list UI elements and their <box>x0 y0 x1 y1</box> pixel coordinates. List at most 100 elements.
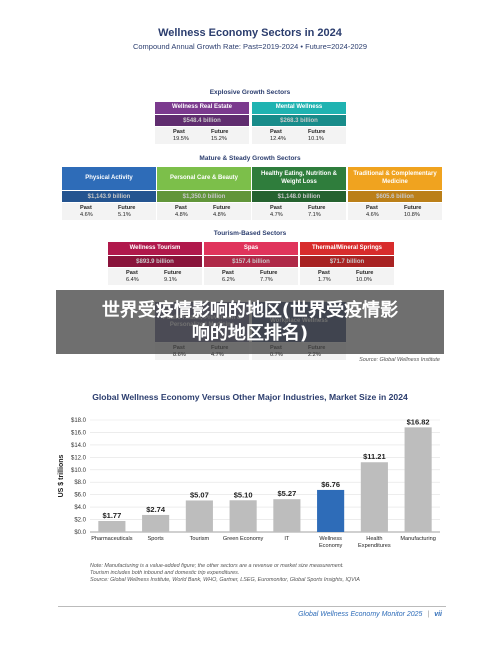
bar <box>98 520 126 532</box>
past: Past 4.6% <box>366 205 396 219</box>
notes: Note: Manufacturing is a value-added fig… <box>90 563 470 584</box>
past-value: 4.7% <box>270 211 283 218</box>
sector-size: $893.9 billion <box>108 256 202 267</box>
past-value: 19.5% <box>173 135 189 142</box>
past: Past 19.5% <box>173 129 203 143</box>
past-value: 8.6% <box>173 351 186 358</box>
sector-name: Personal Care & Beauty <box>157 167 251 190</box>
sector-size: $268.3 billion <box>252 115 346 126</box>
past-label: Past <box>222 270 234 276</box>
subtitle: Compound Annual Growth Rate: Past=2019-2… <box>132 42 368 51</box>
future-label: Future <box>356 270 374 276</box>
y-tick-label: $10.0 <box>71 468 87 474</box>
future-value: 4.7% <box>211 351 224 358</box>
sector-name: Thermal/Mineral Springs <box>300 242 394 255</box>
bar <box>273 499 301 532</box>
past-label: Past <box>318 270 330 276</box>
sector-size: $1,350.0 billion <box>157 191 251 202</box>
future-label: Future <box>308 129 326 135</box>
bar <box>142 514 170 532</box>
future: Future 9.1% <box>164 270 194 284</box>
past-value: 0.7% <box>270 351 283 358</box>
future: Future 5.1% <box>118 205 148 219</box>
y-tick-label: $8.0 <box>74 480 86 486</box>
future-value: 9.1% <box>164 276 177 283</box>
x-tick-label: Sports <box>147 536 164 542</box>
footer: Global Wellness Economy Monitor 2025 | v… <box>298 611 442 618</box>
value-label: $11.21 <box>363 452 386 461</box>
future-value: 2.2% <box>308 351 321 358</box>
past-value: 6.4% <box>126 276 139 283</box>
future-value: 7.7% <box>260 276 273 283</box>
future-value: 5.1% <box>118 211 131 218</box>
future-value: 7.1% <box>308 211 321 218</box>
bar <box>229 500 257 532</box>
sector-name: Wellness Tourism <box>108 242 202 255</box>
future: Future 10.1% <box>308 129 338 143</box>
value-label: $16.82 <box>407 417 430 426</box>
past-value: 4.6% <box>366 211 379 218</box>
future-label: Future <box>260 270 278 276</box>
title: Wellness Economy Sectors in 2024 <box>158 27 342 39</box>
y-tick-label: $14.0 <box>71 443 87 449</box>
past-label: Past <box>270 129 282 135</box>
sector-growth: Past 4.6% Future 5.1% <box>62 203 156 220</box>
sector-growth: Past 4.6% Future 10.8% <box>348 203 442 220</box>
y-tick-label: $6.0 <box>74 493 86 499</box>
value-label: $6.76 <box>321 480 340 489</box>
y-tick-label: $12.0 <box>71 455 87 461</box>
past: Past 12.4% <box>270 129 300 143</box>
past: Past 4.8% <box>175 205 205 219</box>
footer-text: Global Wellness Economy Monitor 2025 <box>298 611 423 618</box>
future-value: 10.1% <box>308 135 324 142</box>
past-value: 4.6% <box>80 211 93 218</box>
past-label: Past <box>175 205 187 211</box>
y-tick-label: $2.0 <box>74 518 86 524</box>
future: Future 10.0% <box>356 270 386 284</box>
sector-growth: Past 4.8% Future 4.8% <box>157 203 251 220</box>
overlay-text: 世界受疫情影响的地区(世界受疫情影响的地区排名) <box>101 299 399 344</box>
sector-growth: Past 12.4% Future 10.1% <box>252 127 346 144</box>
past-label: Past <box>270 205 282 211</box>
sector-growth: Past 4.7% Future 7.1% <box>252 203 346 220</box>
future-label: Future <box>404 205 422 211</box>
future-value: 15.2% <box>211 135 227 142</box>
value-label: $5.07 <box>190 490 209 499</box>
future: Future 7.7% <box>260 270 290 284</box>
future: Future 15.2% <box>211 129 241 143</box>
value-label: $1.77 <box>102 511 121 520</box>
sector-name: Mental Wellness <box>252 102 346 114</box>
section-heading: Mature & Steady Growth Sectors <box>199 155 301 162</box>
y-axis-label: US $ trillions <box>58 455 65 498</box>
x-tick-label: Pharmaceuticals <box>91 536 133 542</box>
future-label: Future <box>118 205 136 211</box>
sector-name: Healthy Eating, Nutrition & Weight Loss <box>252 167 346 190</box>
future: Future 4.8% <box>213 205 243 219</box>
past-label: Past <box>126 270 138 276</box>
sector-growth: Past 6.2% Future 7.7% <box>204 268 298 285</box>
past: Past 4.7% <box>270 205 300 219</box>
x-tick-label: IT <box>284 536 290 542</box>
future-label: Future <box>164 270 182 276</box>
section-heading: Explosive Growth Sectors <box>209 89 291 96</box>
bar <box>317 489 345 532</box>
future-label: Future <box>213 205 231 211</box>
note: Note: Manufacturing is a value-added fig… <box>90 563 344 569</box>
past-label: Past <box>80 205 92 211</box>
sector-size: $605.6 billion <box>348 191 442 202</box>
bar <box>360 462 388 532</box>
source: Source: Global Wellness Institute <box>359 357 440 363</box>
x-tick-label: Health Expenditures <box>358 536 391 549</box>
sector-size: $548.4 billion <box>155 115 249 126</box>
y-tick-label: $18.0 <box>71 418 87 424</box>
y-tick-label: $0.0 <box>74 530 86 536</box>
past: Past 6.4% <box>126 270 156 284</box>
past: Past 1.7% <box>318 270 348 284</box>
bar <box>404 427 432 532</box>
future-value: 10.8% <box>404 211 420 218</box>
x-tick-label: Manufacturing <box>400 536 436 542</box>
future: Future 10.8% <box>404 205 434 219</box>
x-tick-label: Green Economy <box>222 536 264 542</box>
